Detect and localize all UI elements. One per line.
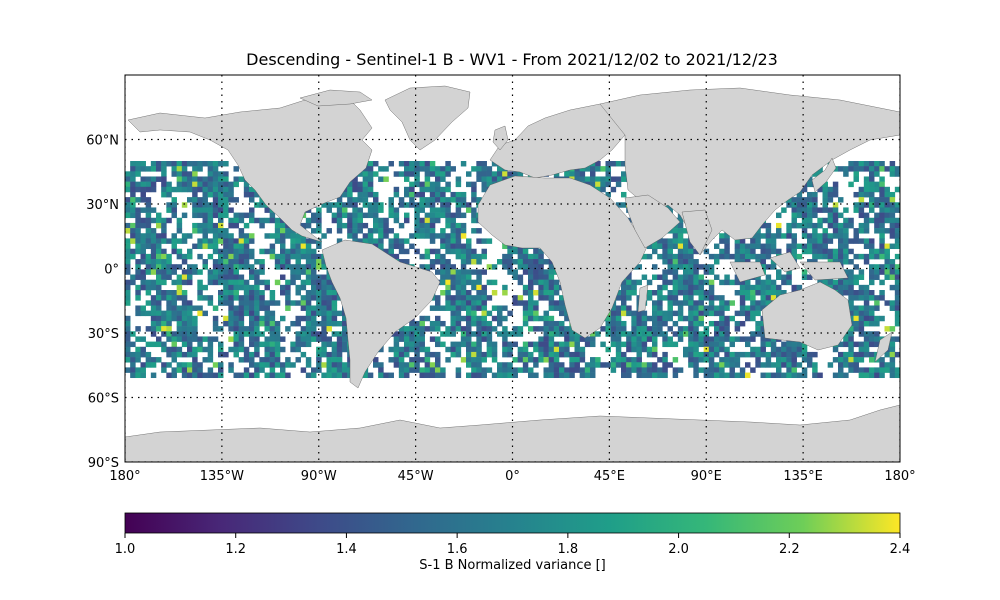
japan-landmass (811, 157, 837, 193)
colorbar (125, 513, 900, 533)
lon-tick-label: 0° (505, 469, 520, 484)
south-america-landmass (321, 239, 441, 389)
colorbar-ticks: 1.0 1.2 1.4 1.6 1.8 2.0 2.2 2.4 (115, 533, 911, 557)
map-title: Descending - Sentinel-1 B - WV1 - From 2… (246, 50, 778, 69)
australia-landmass (761, 281, 853, 351)
greenland-landmass (384, 85, 471, 151)
madagascar-landmass (637, 284, 649, 313)
uk-landmass (492, 125, 509, 151)
map-frame (124, 74, 901, 463)
southeast-asia-islands (729, 251, 849, 283)
colorbar-tick-label: 1.0 (115, 542, 136, 557)
lat-tick-label: 90°S (88, 456, 119, 471)
lon-tick-label: 135°E (783, 469, 823, 484)
colorbar-tick-label: 1.4 (336, 542, 357, 557)
colorbar-label: S-1 B Normalized variance [] (419, 558, 606, 573)
india-landmass (681, 209, 713, 256)
colorbar-tick-label: 2.4 (890, 542, 911, 557)
axis-labels: 180° 135°W 90°W 45°W 0° 45°E 90°E 135°E 180° 60°N… (86, 134, 915, 485)
lon-tick-label: 180° (109, 469, 140, 484)
lat-tick-label: 0° (104, 263, 119, 278)
colorbar-tick-label: 2.2 (779, 542, 800, 557)
map-area (125, 75, 900, 462)
lon-tick-label: 45°E (594, 469, 625, 484)
lon-tick-label: 135°W (200, 469, 244, 484)
lat-tick-label: 60°N (86, 134, 119, 149)
lat-tick-label: 30°S (88, 327, 119, 342)
lon-tick-label: 45°W (398, 469, 434, 484)
arabia-landmass (624, 194, 681, 249)
colorbar-tick-label: 2.0 (668, 542, 689, 557)
colorbar-tick-label: 1.8 (558, 542, 579, 557)
new-zealand-landmass (874, 331, 893, 363)
colorbar-tick-label: 1.2 (225, 542, 246, 557)
lat-tick-label: 60°S (88, 392, 119, 407)
africa-landmass (477, 175, 653, 339)
lon-tick-label: 180° (884, 469, 915, 484)
lat-tick-label: 30°N (86, 198, 119, 213)
lon-tick-label: 90°E (691, 469, 722, 484)
colorbar-tick-label: 1.6 (447, 542, 468, 557)
lon-tick-label: 90°W (301, 469, 337, 484)
arctic-islands (299, 89, 373, 107)
